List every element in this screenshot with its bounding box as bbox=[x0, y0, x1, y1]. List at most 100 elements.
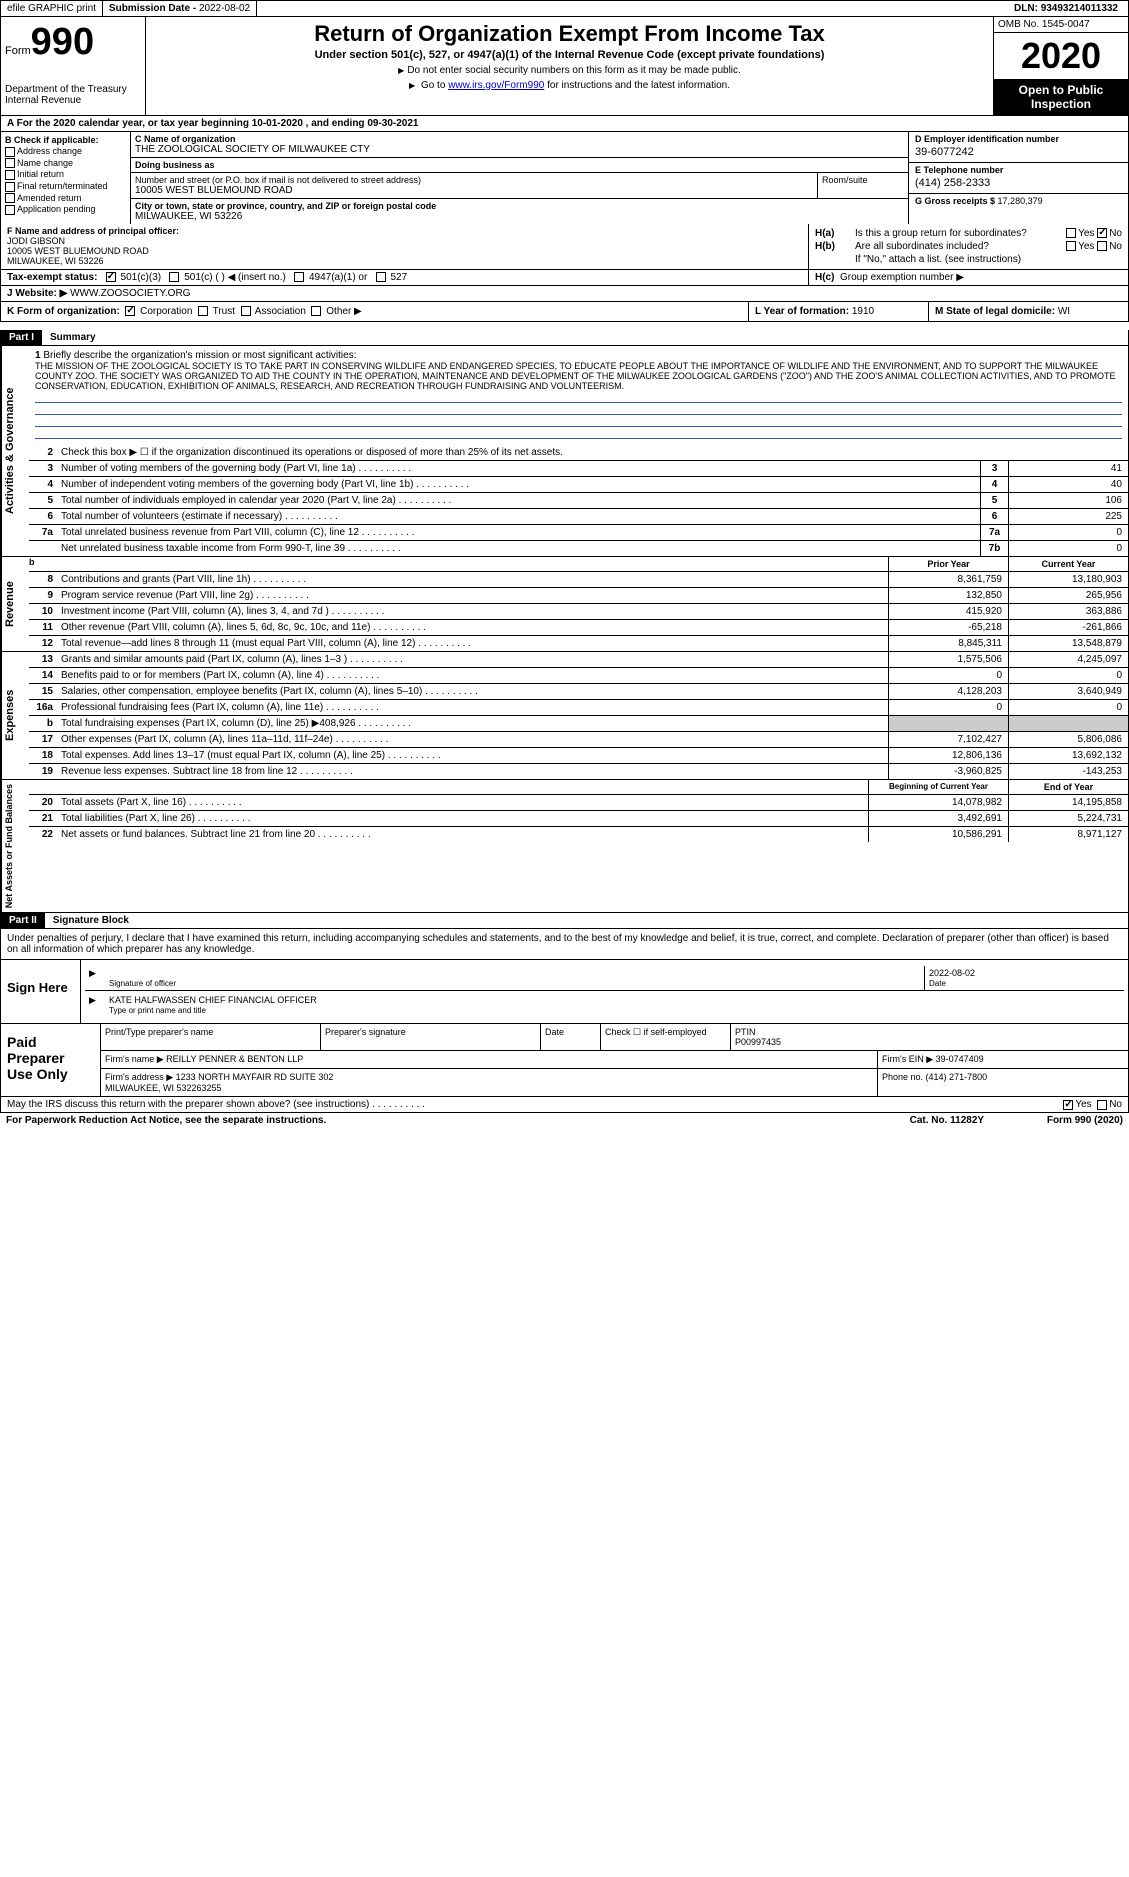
address-row: Number and street (or P.O. box if mail i… bbox=[131, 173, 908, 199]
cb-name-change[interactable]: Name change bbox=[5, 158, 126, 169]
side-exp: Expenses bbox=[1, 652, 29, 779]
section-net-assets: Net Assets or Fund Balances Beginning of… bbox=[0, 780, 1129, 913]
year-formation: L Year of formation: 1910 bbox=[748, 302, 928, 321]
cb-527[interactable] bbox=[376, 272, 386, 282]
col-b-checkboxes: B Check if applicable: Address change Na… bbox=[1, 132, 131, 224]
top-bar: efile GRAPHIC print Submission Date - 20… bbox=[0, 0, 1129, 17]
side-rev: Revenue bbox=[1, 557, 29, 651]
table-row: 14Benefits paid to or for members (Part … bbox=[29, 668, 1128, 684]
row-i-tax-status: Tax-exempt status: 501(c)(3) 501(c) ( ) … bbox=[0, 270, 1129, 286]
col-c-org-info: C Name of organization THE ZOOLOGICAL SO… bbox=[131, 132, 908, 224]
header-left: Form990 Department of the Treasury Inter… bbox=[1, 17, 146, 115]
cb-association[interactable] bbox=[241, 306, 251, 316]
perjury-statement: Under penalties of perjury, I declare th… bbox=[0, 929, 1129, 960]
sign-here-label: Sign Here bbox=[1, 960, 81, 1023]
form-header: Form990 Department of the Treasury Inter… bbox=[0, 17, 1129, 116]
gov-row: 6Total number of volunteers (estimate if… bbox=[29, 509, 1128, 525]
mission-block: 1 Briefly describe the organization's mi… bbox=[29, 346, 1128, 445]
col-de: D Employer identification number 39-6077… bbox=[908, 132, 1128, 224]
hb-yes-cb[interactable] bbox=[1066, 241, 1076, 251]
city-row: City or town, state or province, country… bbox=[131, 199, 908, 224]
omb-number: OMB No. 1545-0047 bbox=[994, 17, 1128, 33]
table-row: 19Revenue less expenses. Subtract line 1… bbox=[29, 764, 1128, 779]
dba-row: Doing business as bbox=[131, 158, 908, 173]
ha-row: H(a) Is this a group return for subordin… bbox=[815, 228, 1122, 239]
discuss-no-cb[interactable] bbox=[1097, 1100, 1107, 1110]
row-j-website: J Website: ▶ WWW.ZOOSOCIETY.ORG bbox=[0, 286, 1129, 302]
prep-row-1: Print/Type preparer's name Preparer's si… bbox=[101, 1024, 1128, 1051]
open-inspection: Open to Public Inspection bbox=[994, 79, 1128, 115]
hb-no-cb[interactable] bbox=[1097, 241, 1107, 251]
table-row: 16aProfessional fundraising fees (Part I… bbox=[29, 700, 1128, 716]
table-row: 17Other expenses (Part IX, column (A), l… bbox=[29, 732, 1128, 748]
table-row: 13Grants and similar amounts paid (Part … bbox=[29, 652, 1128, 668]
gov-row: 4Number of independent voting members of… bbox=[29, 477, 1128, 493]
cb-4947[interactable] bbox=[294, 272, 304, 282]
section-identity: B Check if applicable: Address change Na… bbox=[0, 132, 1129, 224]
dln: DLN: 93493214011332 bbox=[1008, 1, 1128, 16]
cb-amended-return[interactable]: Amended return bbox=[5, 193, 126, 204]
hc-row: H(c) Group exemption number ▶ bbox=[808, 270, 1128, 285]
table-row: 11Other revenue (Part VIII, column (A), … bbox=[29, 620, 1128, 636]
form-label: Form bbox=[5, 45, 31, 57]
side-net: Net Assets or Fund Balances bbox=[1, 780, 29, 912]
section-officer: F Name and address of principal officer:… bbox=[0, 224, 1129, 270]
prep-row-2: Firm's name ▶ REILLY PENNER & BENTON LLP… bbox=[101, 1051, 1128, 1069]
discuss-yes-cb[interactable] bbox=[1063, 1100, 1073, 1110]
form-title: Return of Organization Exempt From Incom… bbox=[150, 21, 989, 47]
cb-corporation[interactable] bbox=[125, 306, 135, 316]
section-governance: Activities & Governance 1 Briefly descri… bbox=[0, 346, 1129, 557]
row-k-org-form: K Form of organization: Corporation Trus… bbox=[0, 302, 1129, 322]
submission-date: Submission Date - 2022-08-02 bbox=[103, 1, 257, 16]
table-row: 21Total liabilities (Part X, line 26)3,4… bbox=[29, 811, 1128, 827]
cb-501c[interactable] bbox=[169, 272, 179, 282]
gov-row: 3Number of voting members of the governi… bbox=[29, 461, 1128, 477]
discuss-row: May the IRS discuss this return with the… bbox=[0, 1097, 1129, 1113]
table-row: 10Investment income (Part VIII, column (… bbox=[29, 604, 1128, 620]
cb-501c3[interactable] bbox=[106, 272, 116, 282]
ha-no-cb[interactable] bbox=[1097, 228, 1107, 238]
page-footer: For Paperwork Reduction Act Notice, see … bbox=[0, 1113, 1129, 1128]
section-revenue: Revenue b Prior Year Current Year 8Contr… bbox=[0, 557, 1129, 652]
rev-header: b Prior Year Current Year bbox=[29, 557, 1128, 572]
gov-row: 5Total number of individuals employed in… bbox=[29, 493, 1128, 509]
net-header: Beginning of Current Year End of Year bbox=[29, 780, 1128, 795]
gov-row: Net unrelated business taxable income fr… bbox=[29, 541, 1128, 556]
table-row: bTotal fundraising expenses (Part IX, co… bbox=[29, 716, 1128, 732]
cb-trust[interactable] bbox=[198, 306, 208, 316]
cb-app-pending[interactable]: Application pending bbox=[5, 204, 126, 215]
part2-header: Part II Signature Block bbox=[0, 913, 1129, 929]
header-middle: Return of Organization Exempt From Incom… bbox=[146, 17, 993, 115]
col-f-officer: F Name and address of principal officer:… bbox=[1, 224, 808, 269]
hb-note: If "No," attach a list. (see instruction… bbox=[815, 254, 1122, 265]
table-row: 12Total revenue—add lines 8 through 11 (… bbox=[29, 636, 1128, 651]
form-number: 990 bbox=[31, 21, 94, 63]
efile-label: efile GRAPHIC print bbox=[1, 1, 103, 16]
tax-year: 2020 bbox=[994, 33, 1128, 79]
cb-initial-return[interactable]: Initial return bbox=[5, 169, 126, 180]
cb-other[interactable] bbox=[311, 306, 321, 316]
sig-name-line: ▶ KATE HALFWASSEN CHIEF FINANCIAL OFFICE… bbox=[85, 993, 1124, 1017]
table-row: 9Program service revenue (Part VIII, lin… bbox=[29, 588, 1128, 604]
table-row: 8Contributions and grants (Part VIII, li… bbox=[29, 572, 1128, 588]
state-domicile: M State of legal domicile: WI bbox=[928, 302, 1128, 321]
row-a-period: A For the 2020 calendar year, or tax yea… bbox=[0, 116, 1129, 132]
table-row: 15Salaries, other compensation, employee… bbox=[29, 684, 1128, 700]
header-right: OMB No. 1545-0047 2020 Open to Public In… bbox=[993, 17, 1128, 115]
part1-header: Part I Summary bbox=[0, 330, 1129, 346]
phone-row: E Telephone number (414) 258-2333 bbox=[909, 163, 1128, 194]
cb-final-return[interactable]: Final return/terminated bbox=[5, 181, 126, 192]
ha-yes-cb[interactable] bbox=[1066, 228, 1076, 238]
paid-preparer-label: Paid Preparer Use Only bbox=[1, 1024, 101, 1096]
table-row: 18Total expenses. Add lines 13–17 (must … bbox=[29, 748, 1128, 764]
gross-receipts-row: G Gross receipts $ 17,280,379 bbox=[909, 194, 1128, 208]
prep-row-3: Firm's address ▶ 1233 NORTH MAYFAIR RD S… bbox=[101, 1069, 1128, 1096]
ein-row: D Employer identification number 39-6077… bbox=[909, 132, 1128, 163]
gov-row: 7aTotal unrelated business revenue from … bbox=[29, 525, 1128, 541]
irs-link[interactable]: www.irs.gov/Form990 bbox=[448, 80, 544, 91]
dept-label: Department of the Treasury Internal Reve… bbox=[5, 84, 141, 106]
cb-address-change[interactable]: Address change bbox=[5, 146, 126, 157]
signature-area: Sign Here ▶ Signature of officer 2022-08… bbox=[0, 960, 1129, 1024]
form-subtitle: Under section 501(c), 527, or 4947(a)(1)… bbox=[150, 49, 989, 61]
org-name-row: C Name of organization THE ZOOLOGICAL SO… bbox=[131, 132, 908, 158]
